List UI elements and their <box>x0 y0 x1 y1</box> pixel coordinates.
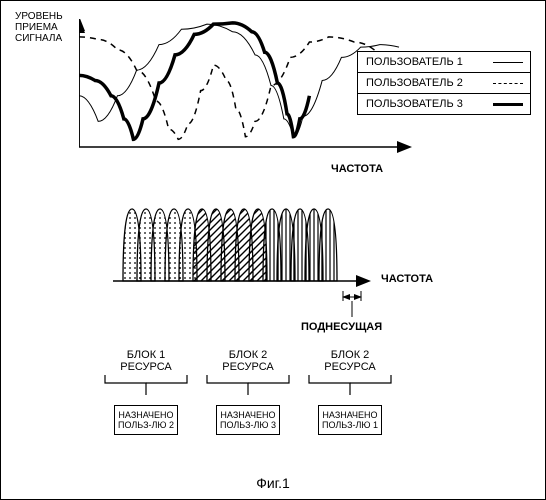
resource-block-1: БЛОК 2 РЕСУРСА НАЗНАЧЕНО ПОЛЬЗ-ЛЮ 3 <box>203 349 293 435</box>
bracket-icon <box>203 373 293 399</box>
legend-row-2: ПОЛЬЗОВАТЕЛЬ 3 <box>358 94 530 114</box>
subcarrier-lobe <box>319 209 337 281</box>
resource-block-title: БЛОК 2 РЕСУРСА <box>203 349 293 373</box>
legend-label: ПОЛЬЗОВАТЕЛЬ 1 <box>362 56 486 68</box>
legend-label: ПОЛЬЗОВАТЕЛЬ 3 <box>362 98 486 110</box>
curve-user3 <box>79 23 309 139</box>
subcarrier-label: ПОДНЕСУЩАЯ <box>301 321 382 333</box>
resource-block-title: БЛОК 1 РЕСУРСА <box>101 349 191 373</box>
x-axis-label-top: ЧАСТОТА <box>331 163 383 175</box>
legend-swatch-thick <box>490 96 526 112</box>
legend-swatch-dash <box>490 75 526 91</box>
resource-block-2: БЛОК 2 РЕСУРСА НАЗНАЧЕНО ПОЛЬЗ-ЛЮ 1 <box>305 349 395 435</box>
legend: ПОЛЬЗОВАТЕЛЬ 1 ПОЛЬЗОВАТЕЛЬ 2 ПОЛЬЗОВАТЕЛЬ… <box>357 51 531 115</box>
assignment-box: НАЗНАЧЕНО ПОЛЬЗ-ЛЮ 2 <box>114 405 178 435</box>
figure-caption: Фиг.1 <box>1 475 545 491</box>
y-axis-label: УРОВЕНЬ ПРИЕМА СИГНАЛА <box>15 11 63 44</box>
legend-row-0: ПОЛЬЗОВАТЕЛЬ 1 <box>358 52 530 73</box>
subcarrier-diagram <box>113 201 373 291</box>
assignment-box: НАЗНАЧЕНО ПОЛЬЗ-ЛЮ 3 <box>216 405 280 435</box>
resource-block-0: БЛОК 1 РЕСУРСА НАЗНАЧЕНО ПОЛЬЗ-ЛЮ 2 <box>101 349 191 435</box>
legend-label: ПОЛЬЗОВАТЕЛЬ 2 <box>362 77 486 89</box>
x-axis-label-mid: ЧАСТОТА <box>381 273 433 285</box>
bracket-icon <box>305 373 395 399</box>
legend-swatch-thin <box>490 54 526 70</box>
legend-row-1: ПОЛЬЗОВАТЕЛЬ 2 <box>358 73 530 94</box>
bracket-icon <box>101 373 191 399</box>
resource-block-title: БЛОК 2 РЕСУРСА <box>305 349 395 373</box>
figure-container: УРОВЕНЬ ПРИЕМА СИГНАЛА ЧАСТОТА ПОЛЬЗОВАТ… <box>0 0 546 500</box>
subcarrier-width-marker <box>339 291 379 319</box>
assignment-box: НАЗНАЧЕНО ПОЛЬЗ-ЛЮ 1 <box>318 405 382 435</box>
